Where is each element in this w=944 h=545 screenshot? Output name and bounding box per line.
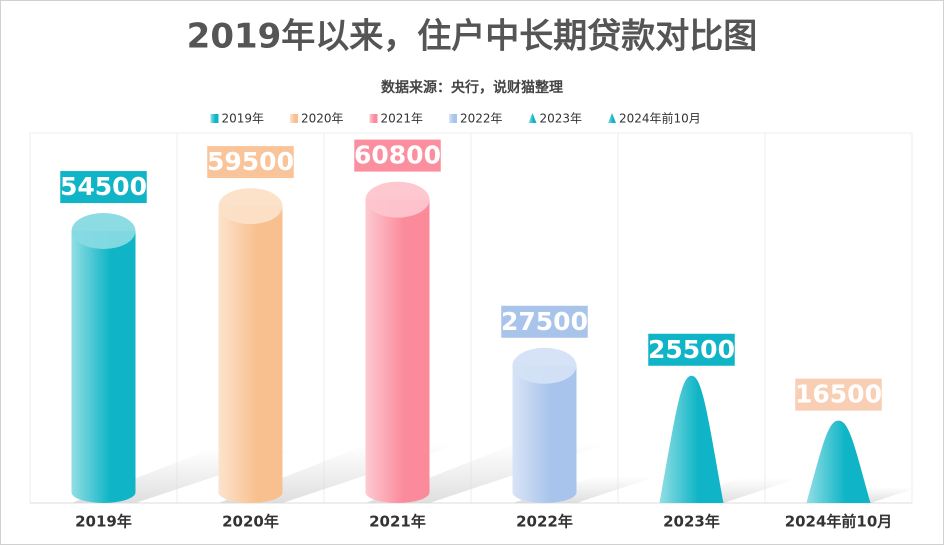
cylinder-top — [512, 347, 577, 384]
value-label: 16500 — [795, 380, 882, 409]
legend-marker — [528, 113, 537, 123]
chart-subtitle: 数据来源：央行，说财猫整理 — [381, 79, 563, 96]
value-label-box — [207, 146, 294, 179]
legend-label: 2023年 — [540, 112, 583, 126]
legend-marker — [369, 114, 378, 123]
value-label: 60800 — [354, 141, 441, 170]
value-label: 27500 — [501, 307, 588, 336]
bar — [365, 181, 430, 503]
bar — [659, 375, 724, 503]
x-tick-label: 2021年 — [369, 513, 426, 531]
cylinder-top — [218, 188, 283, 225]
legend-marker — [449, 114, 457, 123]
cylinder-body — [365, 199, 430, 503]
legend-label: 2020年 — [301, 112, 344, 126]
x-tick-label: 2022年 — [516, 513, 573, 531]
bar — [218, 188, 283, 504]
value-label: 54500 — [60, 172, 147, 201]
legend-marker — [210, 114, 219, 123]
x-tick-label: 2020年 — [222, 513, 279, 531]
value-label-box — [354, 139, 441, 172]
cylinder-body — [218, 206, 283, 504]
value-label-box — [60, 171, 147, 204]
legend-label: 2019年 — [222, 112, 265, 126]
legend-marker — [290, 114, 298, 123]
chart-title: 2019年以来，住户中长期贷款对比图 — [187, 17, 758, 57]
cylinder-top — [365, 181, 430, 218]
bar — [806, 420, 871, 503]
legend-marker — [608, 113, 616, 123]
value-label: 59500 — [207, 147, 294, 176]
legend-label: 2024年前10月 — [619, 111, 701, 126]
x-tick-label: 2024年前10月 — [785, 513, 893, 531]
value-label-box — [648, 333, 735, 366]
value-label: 25500 — [648, 335, 735, 364]
legend-label: 2021年 — [381, 112, 424, 126]
legend-label: 2022年 — [460, 112, 503, 126]
bar — [512, 347, 577, 503]
bar — [71, 213, 136, 503]
value-label-box — [795, 378, 882, 411]
cylinder-body — [71, 231, 136, 503]
x-tick-label: 2023年 — [663, 513, 720, 531]
cylinder-body — [512, 365, 577, 503]
x-tick-label: 2019年 — [75, 513, 132, 531]
value-label-box — [501, 305, 588, 338]
cylinder-top — [71, 213, 136, 250]
